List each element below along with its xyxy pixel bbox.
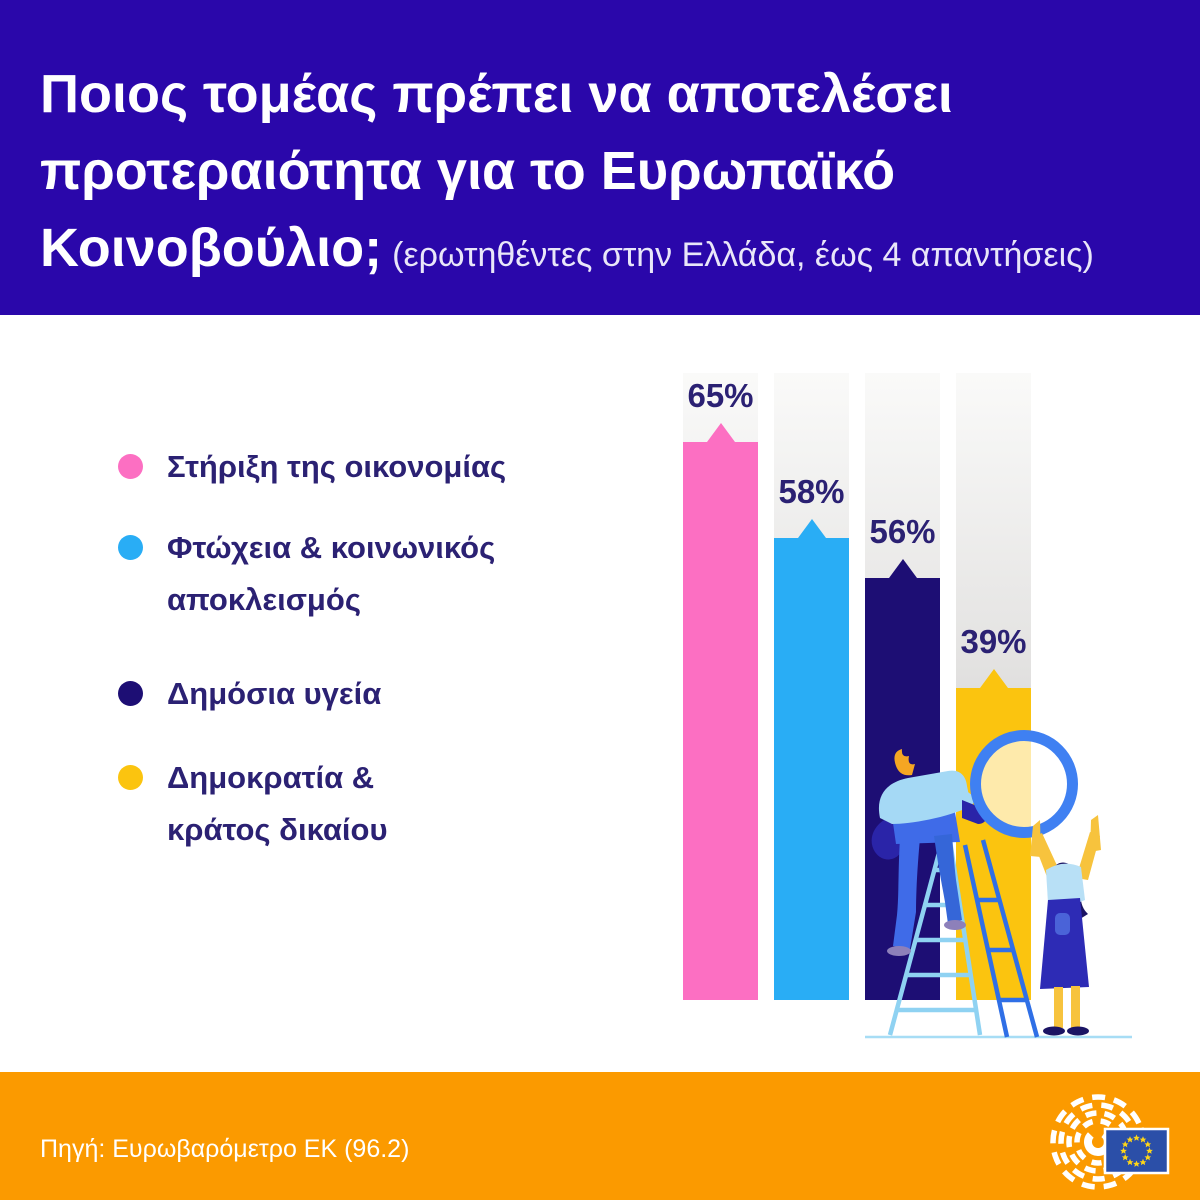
page-title: Ποιος τομέας πρέπει να αποτελέσει προτερ…	[40, 64, 953, 201]
legend-label: Στήριξη της οικονομίας	[167, 449, 507, 484]
bar-track: 58%	[774, 373, 849, 1000]
bar-peak	[979, 669, 1008, 688]
bar-peak	[888, 559, 917, 578]
man-hand	[962, 800, 987, 824]
woman-shoe-right	[1067, 1026, 1089, 1036]
eu-flag-stars	[1120, 1134, 1153, 1167]
legend-dot-icon	[118, 535, 143, 560]
bar-value-label: 56%	[869, 513, 936, 550]
header: Ποιος τομέας πρέπει να αποτελέσει προτερ…	[0, 0, 1200, 315]
source-text: Πηγή: Ευρωβαρόμετρο ΕΚ (96.2)	[40, 1135, 410, 1163]
bar-peak	[797, 519, 826, 538]
legend-dot-icon	[118, 681, 143, 706]
legend-label: Δημόσια υγεία	[167, 676, 382, 711]
man-hair	[894, 749, 915, 776]
woman-figure	[1030, 815, 1101, 1036]
man-shoe-2	[944, 920, 966, 930]
bar-peak	[706, 423, 735, 442]
man-shoe-1	[887, 946, 911, 956]
woman-shoe-left	[1043, 1026, 1065, 1036]
woman-blouse	[1046, 863, 1085, 906]
ladder-rear	[962, 839, 1040, 1038]
legend-dot-icon	[118, 454, 143, 479]
title-line-3: Κοινοβούλιο; (ερωτηθέντες στην Ελλάδα, έω…	[40, 210, 1184, 287]
bar-value-label: 65%	[687, 377, 754, 414]
woman-arm-right	[1076, 832, 1100, 880]
footer: Πηγή: Ευρωβαρόμετρο ΕΚ (96.2)	[0, 1072, 1200, 1200]
magnifier-icon	[970, 730, 1078, 838]
woman-leg-left	[1054, 987, 1063, 1028]
legend-item: Δημόσια υγεία	[118, 668, 381, 720]
bar-fill	[683, 442, 758, 1000]
legend-item: Δημοκρατία & κράτος δικαίου	[118, 752, 387, 856]
title-bold-part: Κοινοβούλιο;	[40, 218, 383, 278]
man-figure	[871, 749, 987, 956]
man-front-leg	[893, 838, 920, 949]
woman-skirt	[1040, 898, 1089, 989]
bar-value-label: 58%	[778, 473, 845, 510]
legend-label: Φτώχεια & κοινωνικός αποκλεισμός	[167, 530, 496, 617]
woman-leg-right	[1071, 986, 1080, 1028]
legend-item: Στήριξη της οικονομίας	[118, 441, 506, 493]
eu-flag	[1103, 1127, 1170, 1175]
european-parliament-logo	[1050, 1094, 1170, 1190]
people-illustration	[865, 730, 1132, 1039]
legend-item: Φτώχεια & κοινωνικός αποκλεισμός	[118, 522, 495, 626]
bar-fill	[774, 538, 849, 1000]
legend-dot-icon	[118, 765, 143, 790]
bar-value-label: 39%	[960, 623, 1027, 660]
legend-label: Δημοκρατία & κράτος δικαίου	[167, 760, 388, 847]
woman-skirt-pocket	[1055, 913, 1070, 935]
bar-track: 65%	[683, 373, 758, 1000]
man-back-leg	[934, 834, 962, 924]
subtitle: (ερωτηθέντες στην Ελλάδα, έως 4 απαντήσε…	[392, 236, 1094, 274]
